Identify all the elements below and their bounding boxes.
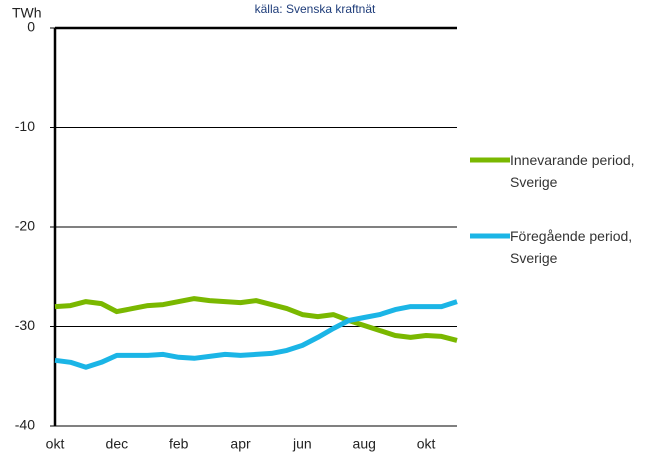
source: källa: Svenska kraftnät <box>255 2 376 16</box>
x-tick-label: aug <box>353 436 376 452</box>
x-tick-label: dec <box>106 436 129 452</box>
legend-label: Innevarande period, Sverige <box>510 152 635 190</box>
y-tick-label: -40 <box>15 417 35 433</box>
x-tick-label: jun <box>292 436 312 452</box>
y-tick-label: 0 <box>27 19 35 35</box>
y-tick-label: -20 <box>15 218 35 234</box>
series-line <box>54 299 458 370</box>
legend-label: Föregående period, Sverige <box>510 228 633 266</box>
x-tick-label: feb <box>169 436 189 452</box>
y-axis-label: TWh <box>12 5 42 21</box>
x-tick-label: okt <box>46 436 65 452</box>
x-tick-label: okt <box>417 436 436 452</box>
series-line <box>54 296 458 343</box>
x-tick-label: apr <box>230 436 251 452</box>
y-tick-label: -30 <box>15 317 35 333</box>
y-tick-label: -10 <box>15 118 35 134</box>
